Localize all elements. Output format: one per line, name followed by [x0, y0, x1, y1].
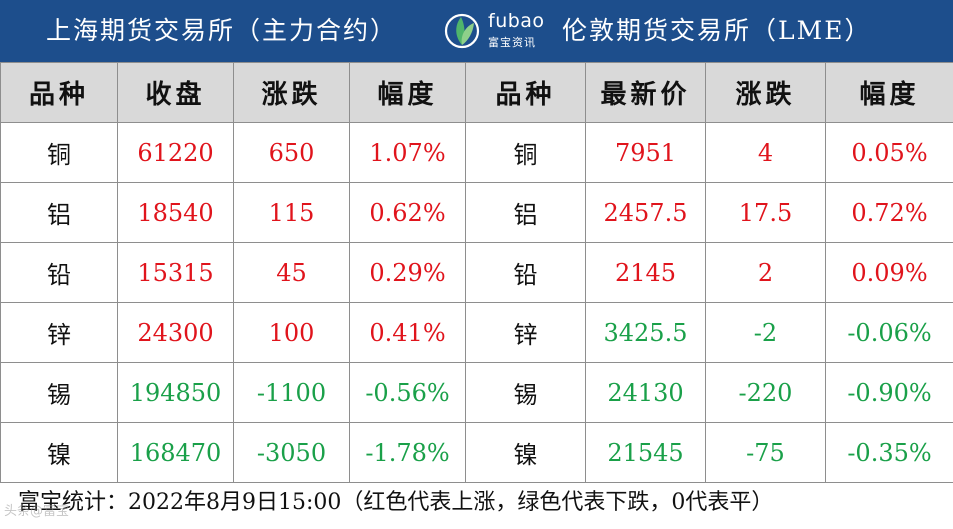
sh-close: 168470	[117, 422, 234, 483]
sh-pct: 1.07%	[349, 122, 466, 183]
col-header-lme-price: 最新价	[585, 62, 706, 123]
quote-table: 品种 收盘 涨跌 幅度 品种 最新价 涨跌 幅度 铜 61220 650 1.0…	[0, 62, 953, 483]
table-row-tin: 锡 194850 -1100 -0.56% 锡 24130 -220 -0.90…	[0, 362, 953, 423]
lme-pct: -0.35%	[825, 422, 953, 483]
col-header-lme-change: 涨跌	[705, 62, 826, 123]
lme-price: 3425.5	[585, 302, 706, 363]
col-header-sh-pct: 幅度	[349, 62, 466, 123]
lme-variety: 锌	[465, 302, 586, 363]
table-row-lead: 铅 15315 45 0.29% 铅 2145 2 0.09%	[0, 242, 953, 303]
sh-variety: 镍	[0, 422, 118, 483]
lme-variety: 铜	[465, 122, 586, 183]
sh-pct: -1.78%	[349, 422, 466, 483]
sh-variety: 铜	[0, 122, 118, 183]
sh-change: -3050	[233, 422, 350, 483]
shfe-title: 上海期货交易所（主力合约）	[46, 16, 398, 45]
col-header-lme-pct: 幅度	[825, 62, 953, 123]
sh-change: 115	[233, 182, 350, 243]
lme-price: 7951	[585, 122, 706, 183]
sh-close: 194850	[117, 362, 234, 423]
lme-price: 2457.5	[585, 182, 706, 243]
lme-price: 24130	[585, 362, 706, 423]
lme-pct: -0.90%	[825, 362, 953, 423]
sh-close: 61220	[117, 122, 234, 183]
lme-change: 2	[705, 242, 826, 303]
sh-variety: 锌	[0, 302, 118, 363]
lme-price: 2145	[585, 242, 706, 303]
table-row-nickel: 镍 168470 -3050 -1.78% 镍 21545 -75 -0.35%	[0, 422, 953, 483]
sh-variety: 铅	[0, 242, 118, 303]
col-header-sh-close: 收盘	[117, 62, 234, 123]
lme-pct: 0.09%	[825, 242, 953, 303]
logo-brand: fubao	[488, 10, 545, 32]
col-header-lme-variety: 品种	[465, 62, 586, 123]
col-header-sh-variety: 品种	[0, 62, 118, 123]
leaf-logo-icon	[444, 13, 480, 49]
lme-change: -220	[705, 362, 826, 423]
logo-subtitle: 富宝资讯	[488, 36, 536, 49]
sh-close: 24300	[117, 302, 234, 363]
sh-change: 650	[233, 122, 350, 183]
sh-pct: -0.56%	[349, 362, 466, 423]
lme-change: 17.5	[705, 182, 826, 243]
table-row-zinc: 锌 24300 100 0.41% 锌 3425.5 -2 -0.06%	[0, 302, 953, 363]
footer-note: 富宝统计：2022年8月9日15:00（红色代表上涨，绿色代表下跌，0代表平） …	[0, 480, 953, 529]
lme-change: -2	[705, 302, 826, 363]
sh-pct: 0.29%	[349, 242, 466, 303]
lme-change: -75	[705, 422, 826, 483]
lme-variety: 铝	[465, 182, 586, 243]
sh-change: -1100	[233, 362, 350, 423]
sh-pct: 0.41%	[349, 302, 466, 363]
sh-change: 100	[233, 302, 350, 363]
sh-variety: 锡	[0, 362, 118, 423]
title-bar: 上海期货交易所（主力合约） fubao 富宝资讯 伦敦期货交易所（LME）	[0, 0, 953, 62]
lme-title: 伦敦期货交易所（LME）	[562, 16, 872, 45]
col-header-sh-change: 涨跌	[233, 62, 350, 123]
watermark: 头条@富宝	[4, 504, 70, 519]
lme-price: 21545	[585, 422, 706, 483]
lme-pct: 0.05%	[825, 122, 953, 183]
sh-pct: 0.62%	[349, 182, 466, 243]
lme-variety: 镍	[465, 422, 586, 483]
column-header-row: 品种 收盘 涨跌 幅度 品种 最新价 涨跌 幅度	[0, 62, 953, 123]
sh-close: 15315	[117, 242, 234, 303]
sh-change: 45	[233, 242, 350, 303]
lme-variety: 铅	[465, 242, 586, 303]
footer-text: 富宝统计：2022年8月9日15:00（红色代表上涨，绿色代表下跌，0代表平）	[18, 490, 774, 515]
lme-pct: -0.06%	[825, 302, 953, 363]
table-row-copper: 铜 61220 650 1.07% 铜 7951 4 0.05%	[0, 122, 953, 183]
sh-variety: 铝	[0, 182, 118, 243]
table-row-aluminum: 铝 18540 115 0.62% 铝 2457.5 17.5 0.72%	[0, 182, 953, 243]
lme-change: 4	[705, 122, 826, 183]
lme-variety: 锡	[465, 362, 586, 423]
fubao-logo: fubao 富宝资讯	[440, 9, 550, 53]
lme-pct: 0.72%	[825, 182, 953, 243]
sh-close: 18540	[117, 182, 234, 243]
